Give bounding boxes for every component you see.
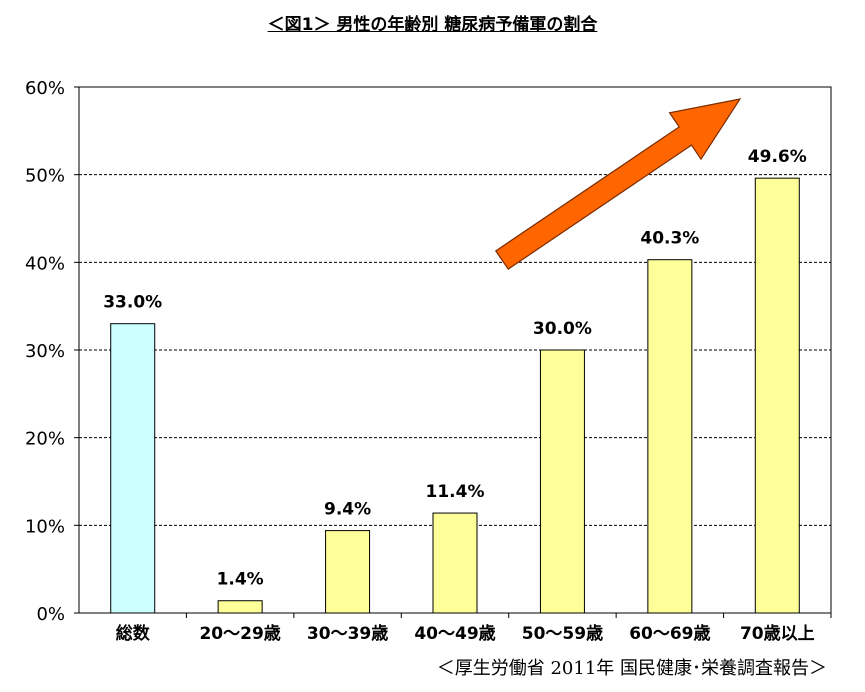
data-label: 1.4% [217, 570, 264, 590]
y-tick-label: 40% [25, 253, 65, 274]
bar [647, 259, 693, 614]
bar-series [110, 177, 800, 614]
x-tick-label: 50～59歳 [522, 623, 603, 644]
source-note: ＜厚生労働省 2011年 国民健康･栄養調査報告＞ [436, 658, 827, 679]
x-tick-label: 70歳以上 [740, 623, 815, 644]
bar [217, 600, 263, 614]
data-label: 49.6% [748, 147, 807, 167]
y-tick-label: 30% [25, 341, 65, 362]
bar [110, 323, 156, 614]
y-tick-label: 20% [25, 429, 65, 450]
x-tick-label: 総数 [116, 623, 151, 644]
bar [432, 512, 478, 614]
x-tick-label: 60～69歳 [629, 623, 710, 644]
data-labels: 33.0% 1.4% 9.4% 11.4% 30.0% 40.3% 49.6% [103, 147, 807, 590]
chart-title: ＜図1＞ 男性の年齢別 糖尿病予備軍の割合 [267, 15, 598, 35]
trend-arrow-icon [494, 98, 742, 270]
y-tick-label: 0% [36, 604, 65, 625]
y-axis-ticks: 0% 10% 20% 30% 40% 50% 60% [25, 78, 79, 625]
data-label: 9.4% [324, 500, 371, 520]
bar [325, 530, 371, 614]
plot-area-frame [78, 86, 832, 614]
bar [754, 177, 800, 614]
grid-lines [79, 174, 831, 526]
y-tick-label: 10% [25, 516, 65, 537]
x-tick-label: 40～49歳 [414, 623, 495, 644]
y-tick-label: 50% [25, 166, 65, 187]
y-tick-label: 60% [25, 78, 65, 99]
x-tick-label: 30～39歳 [307, 623, 388, 644]
x-axis-ticks: 総数 20～29歳 30～39歳 40～49歳 50～59歳 60～69歳 70歳以上 [116, 613, 832, 644]
data-label: 11.4% [426, 482, 485, 502]
bar [539, 349, 585, 614]
x-tick-label: 20～29歳 [199, 623, 280, 644]
data-label: 33.0% [103, 293, 162, 313]
data-label: 30.0% [533, 319, 592, 339]
data-label: 40.3% [640, 229, 699, 249]
